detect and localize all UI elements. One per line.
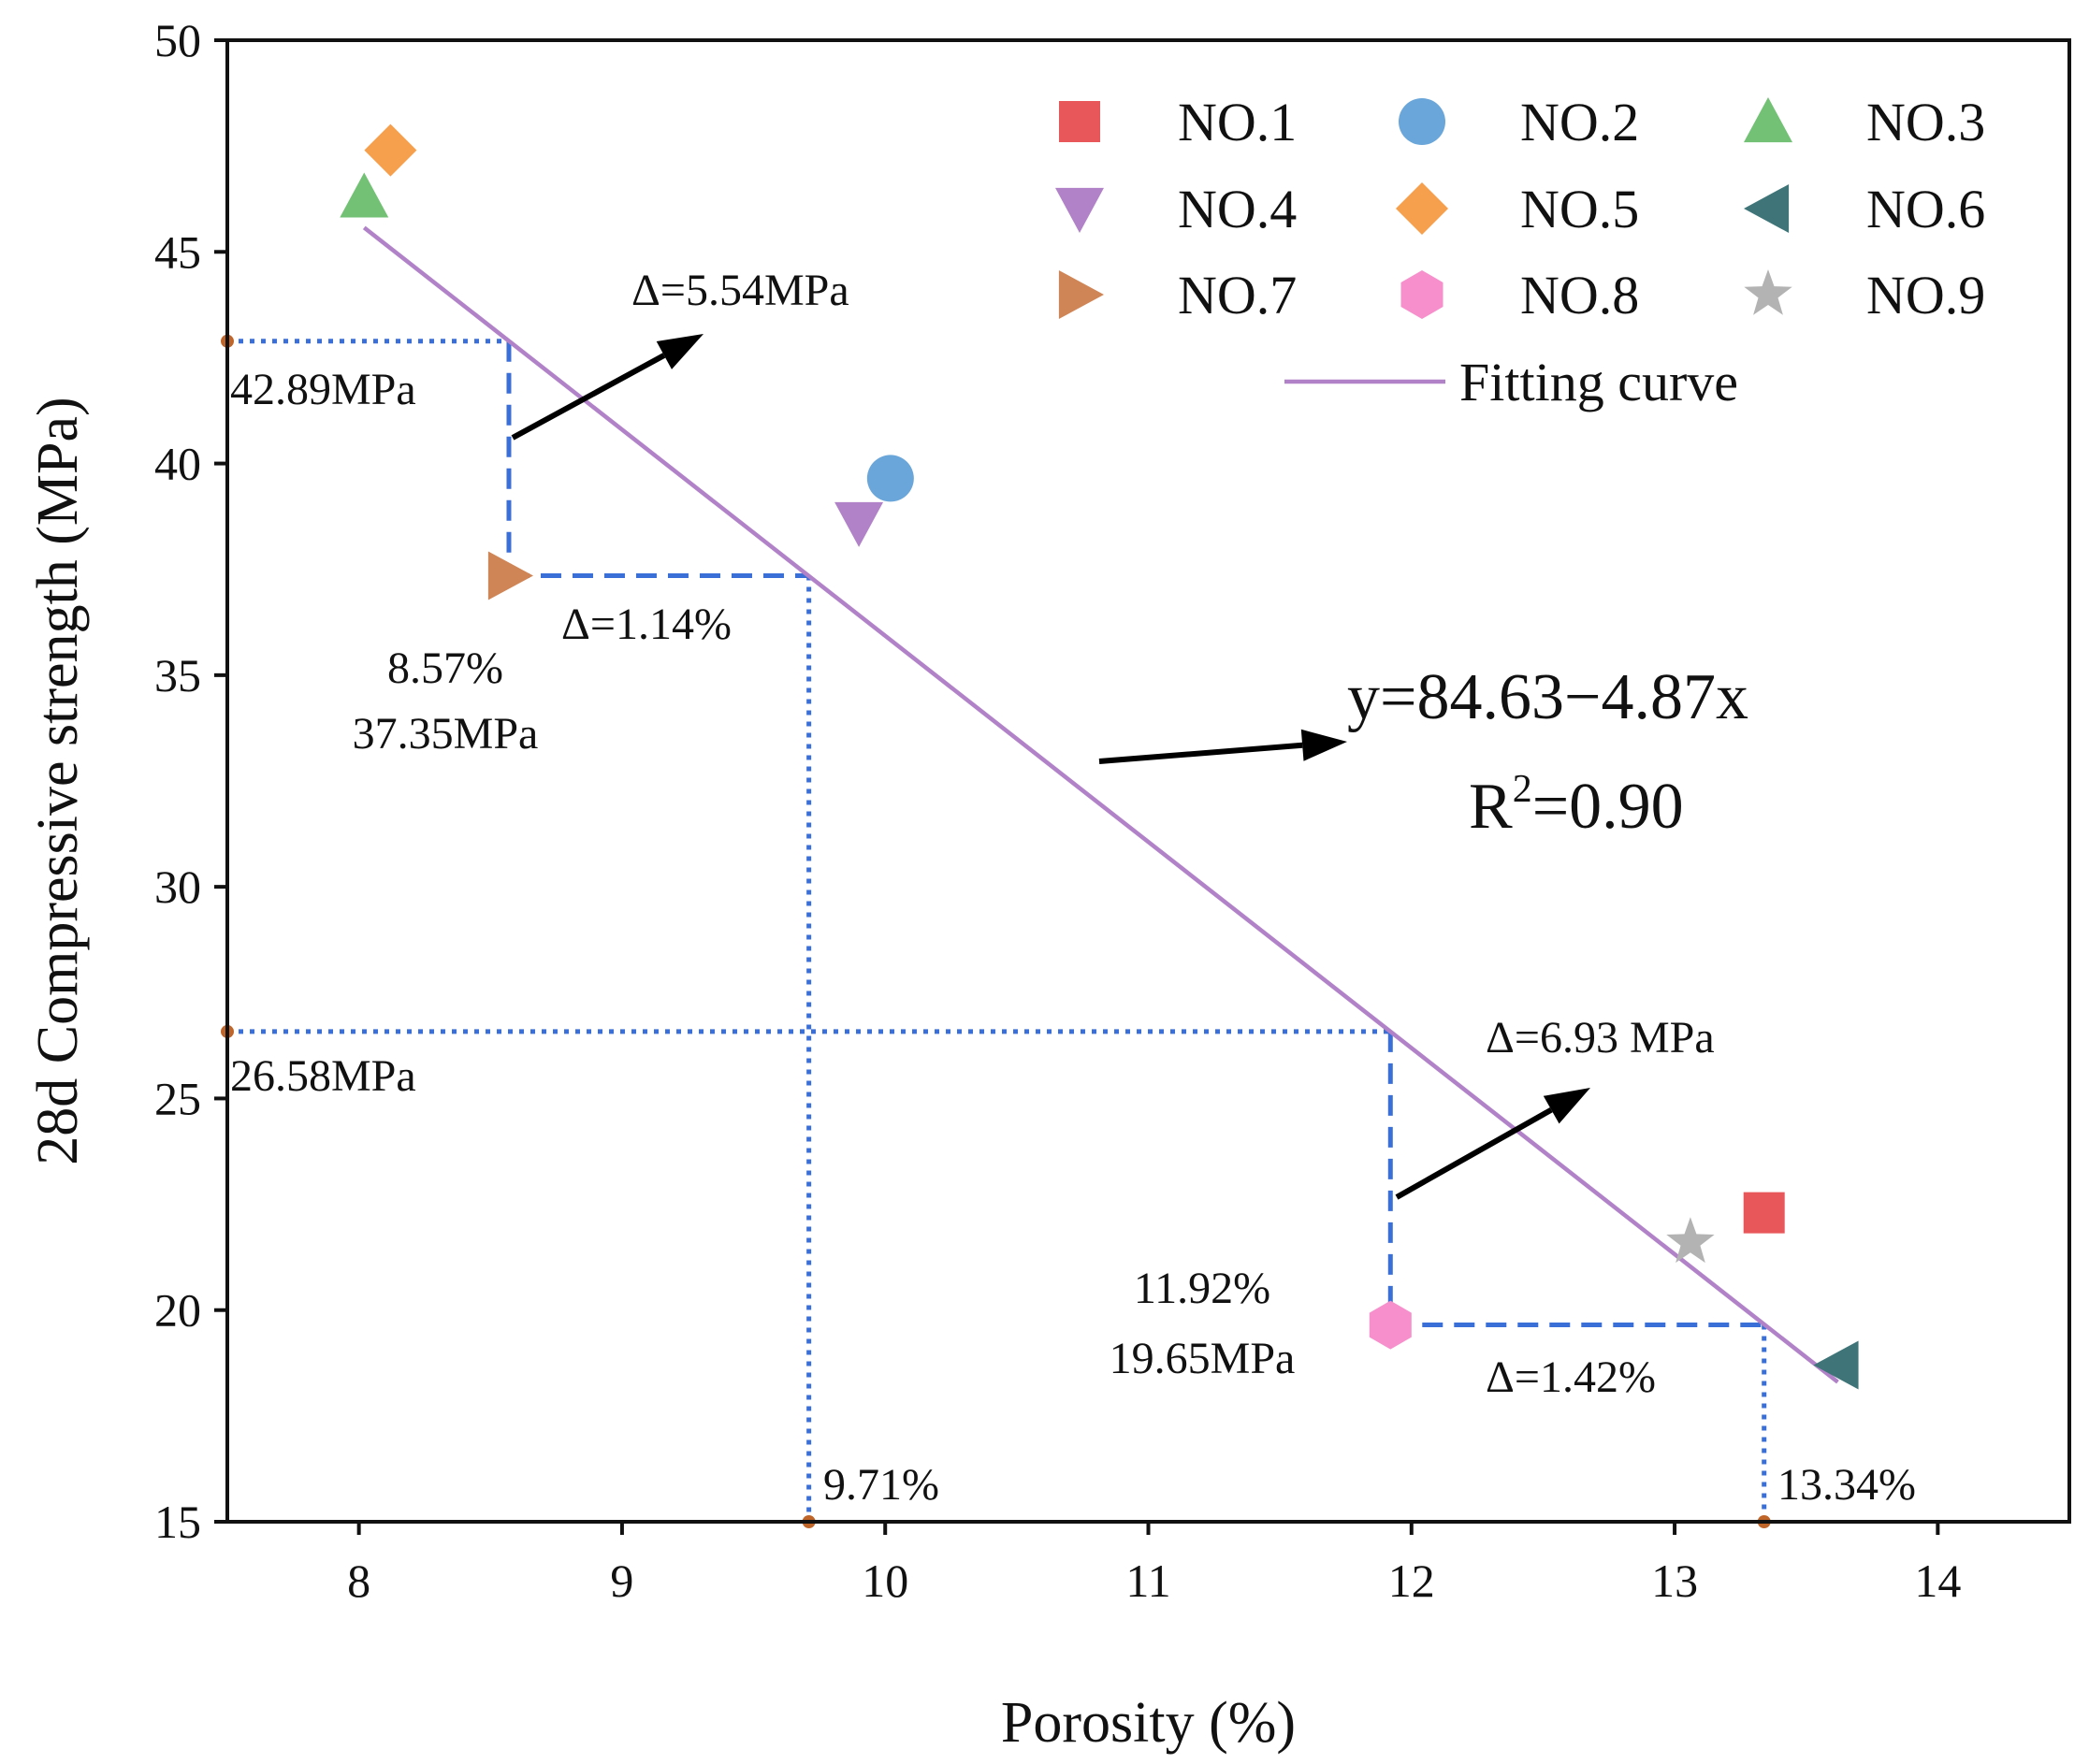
legend-label-no-2: NO.2 <box>1520 92 1639 152</box>
legend-layer: NO.1 NO.2 NO.3 NO.4 NO.5 NO.6 NO.7 NO.8 NO.9 Fitt… <box>1055 92 1985 412</box>
axes-layer: 8 9 10 11 12 13 14 15 20 25 30 35 40 45 50 Porosity (%)… <box>26 14 2071 1755</box>
fit-equation-label: y=84.63−4.87x <box>1347 661 1748 733</box>
point-label-11-92: 11.92% <box>1134 1264 1270 1313</box>
arrow-upper-delta-shaft <box>511 353 666 441</box>
legend-item-no-2: NO.2 <box>1399 92 1639 152</box>
legend-marker-no-3 <box>1744 97 1792 143</box>
legend-label-fitting-curve: Fitting curve <box>1459 352 1738 412</box>
x-tick-label-12: 12 <box>1388 1554 1435 1607</box>
ref-label-42-89: 42.89MPa <box>230 365 416 414</box>
fit-r2-label: R2=0.90 <box>1469 768 1684 843</box>
fit-r2-prefix: R <box>1469 771 1513 843</box>
x-tick-label-13: 13 <box>1651 1554 1698 1607</box>
ref-label-26-58: 26.58MPa <box>230 1051 416 1101</box>
ref-label-9-71: 9.71% <box>823 1460 939 1510</box>
y-tick-label-15: 15 <box>154 1496 201 1548</box>
x-axis-title: Porosity (%) <box>1001 1691 1296 1755</box>
legend-marker-no-5 <box>1396 182 1448 235</box>
data-point-no-5 <box>364 123 417 177</box>
delta-pct-lower-label: Δ=1.42% <box>1486 1352 1656 1402</box>
y-tick-label-30: 30 <box>154 860 201 913</box>
legend-label-no-9: NO.9 <box>1866 265 1985 325</box>
y-axis-title: 28d Compressive strength (MPa) <box>26 397 90 1164</box>
legend-label-no-8: NO.8 <box>1520 265 1639 325</box>
legend-item-no-4: NO.4 <box>1055 179 1297 239</box>
y-tick-label-35: 35 <box>154 649 201 701</box>
legend-item-no-5: NO.5 <box>1396 179 1639 239</box>
legend-label-no-4: NO.4 <box>1178 179 1297 239</box>
y-tick-label-25: 25 <box>154 1072 201 1124</box>
x-tick-label-11: 11 <box>1125 1554 1170 1607</box>
delta-mpa-upper-label: Δ=5.54MPa <box>631 266 849 315</box>
data-point-no-2 <box>866 455 914 502</box>
data-point-no-8 <box>1369 1300 1412 1350</box>
x-tick-label-10: 10 <box>862 1554 908 1607</box>
y-tick-label-20: 20 <box>154 1284 201 1337</box>
x-tick-label-8: 8 <box>347 1554 370 1607</box>
arrow-upper-delta <box>511 334 704 441</box>
legend-item-no-7: NO.7 <box>1058 265 1297 325</box>
legend-marker-no-2 <box>1399 98 1445 145</box>
legend-marker-no-9 <box>1744 269 1792 315</box>
legend-item-no-6: NO.6 <box>1744 179 1985 239</box>
delta-pct-upper-label: Δ=1.14% <box>561 600 732 649</box>
y-tick-label-50: 50 <box>154 14 201 66</box>
legend-item-no-3: NO.3 <box>1744 92 1985 152</box>
markers-layer <box>340 123 1859 1390</box>
fit-r2-superscript: 2 <box>1513 768 1532 811</box>
arrow-equation <box>1098 729 1347 764</box>
legend-item-no-1: NO.1 <box>1059 92 1297 152</box>
legend-marker-no-6 <box>1744 184 1790 233</box>
data-point-no-6 <box>1813 1340 1859 1390</box>
arrow-equation-head <box>1300 729 1347 761</box>
arrow-equation-shaft <box>1098 742 1303 764</box>
legend-marker-no-7 <box>1058 270 1104 319</box>
arrow-upper-delta-head <box>656 334 704 369</box>
point-label-37-35: 37.35MPa <box>353 709 539 759</box>
fit-layer <box>362 225 1839 1384</box>
data-point-no-7 <box>487 551 533 600</box>
legend-marker-no-4 <box>1055 187 1104 233</box>
ref-label-13-34: 13.34% <box>1777 1460 1916 1510</box>
arrow-lower-delta <box>1395 1088 1590 1200</box>
data-point-no-4 <box>834 501 884 547</box>
fitting-curve-line <box>362 225 1839 1384</box>
legend-marker-no-8 <box>1400 270 1443 319</box>
legend-item-no-9: NO.9 <box>1744 265 1985 325</box>
delta-mpa-lower-label: Δ=6.93 MPa <box>1486 1013 1715 1063</box>
y-tick-label-40: 40 <box>154 438 201 490</box>
arrows-layer <box>511 334 1590 1200</box>
data-point-no-9 <box>1666 1217 1715 1264</box>
data-point-no-3 <box>340 172 389 218</box>
point-label-8-57: 8.57% <box>387 643 503 693</box>
x-tick-label-14: 14 <box>1914 1554 1961 1607</box>
point-label-19-65: 19.65MPa <box>1110 1334 1296 1383</box>
legend-label-no-5: NO.5 <box>1520 179 1639 239</box>
fit-r2-suffix: =0.90 <box>1532 771 1684 843</box>
legend-item-no-8: NO.8 <box>1400 265 1639 325</box>
legend-marker-no-1 <box>1059 101 1100 142</box>
legend-label-no-6: NO.6 <box>1866 179 1985 239</box>
legend-label-no-1: NO.1 <box>1178 92 1297 152</box>
guides-layer <box>227 339 1767 1522</box>
arrow-lower-delta-shaft <box>1395 1107 1553 1200</box>
text-layer: Δ=5.54MPa 42.89MPa Δ=1.14% 8.57% 37.35MPa 26.… <box>230 266 1916 1510</box>
y-tick-label-45: 45 <box>154 225 201 278</box>
legend-label-no-7: NO.7 <box>1178 265 1297 325</box>
legend-item-fitting-curve: Fitting curve <box>1284 352 1738 412</box>
data-point-no-1 <box>1743 1192 1785 1234</box>
x-tick-label-9: 9 <box>610 1554 633 1607</box>
legend-label-no-3: NO.3 <box>1866 92 1985 152</box>
arrow-lower-delta-head <box>1543 1088 1590 1124</box>
